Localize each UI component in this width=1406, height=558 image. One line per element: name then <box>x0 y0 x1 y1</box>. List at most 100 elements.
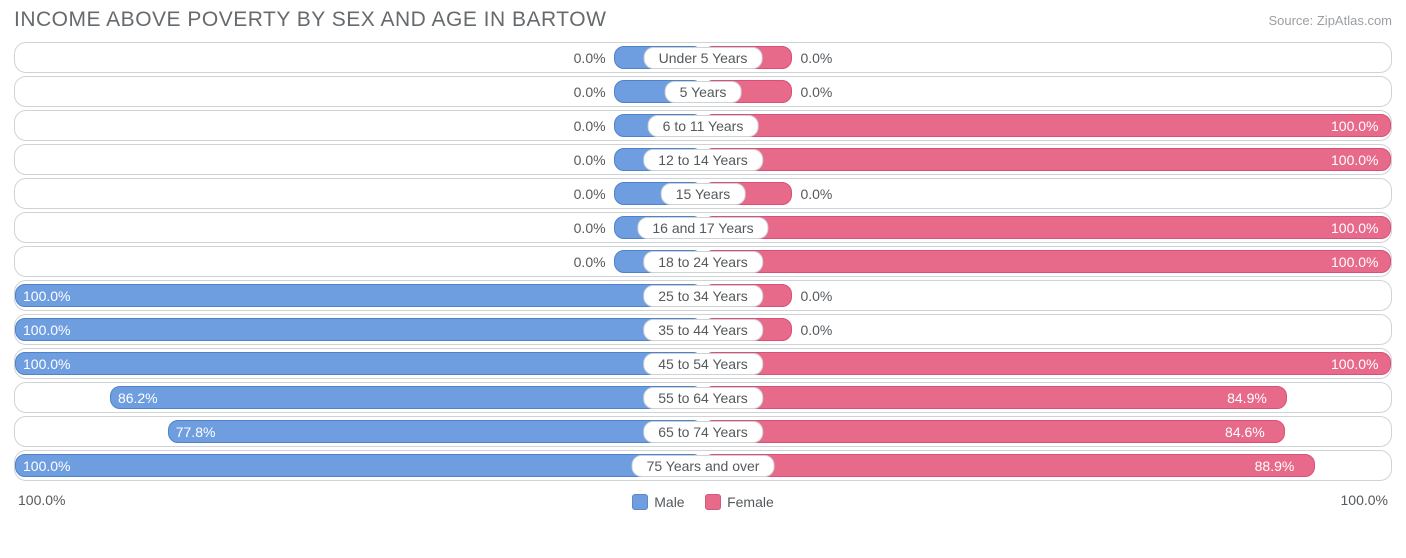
male-half: 100.0% <box>15 281 703 310</box>
male-half: 0.0% <box>15 111 703 140</box>
chart-row: 0.0% 0.0% Under 5 Years <box>14 42 1392 73</box>
category-label: 35 to 44 Years <box>643 319 763 341</box>
male-value-label: 100.0% <box>15 288 70 304</box>
category-label: 25 to 34 Years <box>643 285 763 307</box>
chart-row: 0.0%0.0%15 Years <box>14 178 1392 209</box>
category-label: 55 to 64 Years <box>643 387 763 409</box>
female-half: 0.0% <box>703 179 1391 208</box>
female-bar <box>703 148 1391 171</box>
legend-label-female: Female <box>727 494 774 510</box>
category-label: 65 to 74 Years <box>643 421 763 443</box>
chart-source: Source: ZipAtlas.com <box>1268 13 1392 28</box>
chart-row: 100.0% 0.0% 25 to 34 Years <box>14 280 1392 311</box>
male-value-label: 0.0% <box>574 118 614 134</box>
chart-header: INCOME ABOVE POVERTY BY SEX AND AGE IN B… <box>0 0 1406 42</box>
category-label: 45 to 54 Years <box>643 353 763 375</box>
female-bar <box>703 216 1391 239</box>
male-bar <box>15 454 703 477</box>
category-label: 6 to 11 Years <box>648 115 759 137</box>
male-half: 0.0% <box>15 179 703 208</box>
male-bar <box>168 420 703 443</box>
female-half: 100.0% <box>703 111 1391 140</box>
category-label: 5 Years <box>665 81 742 103</box>
male-value-label: 0.0% <box>574 186 614 202</box>
male-half: 100.0% <box>15 349 703 378</box>
male-half: 86.2% <box>15 383 703 412</box>
diverging-bar-chart: 0.0%0.0%Under 5 Years0.0%0.0%5 Years0.0%… <box>0 42 1406 481</box>
male-half: 0.0% <box>15 77 703 106</box>
male-half: 100.0% <box>15 451 703 480</box>
male-half: 77.8% <box>15 417 703 446</box>
female-bar <box>703 114 1391 137</box>
axis-label-right: 100.0% <box>1341 492 1388 508</box>
legend-swatch-female <box>705 494 721 510</box>
legend: Male Female <box>18 488 1388 515</box>
axis-label-left: 100.0% <box>18 492 65 508</box>
category-label: Under 5 Years <box>644 47 763 69</box>
female-bar <box>703 386 1287 409</box>
chart-row: 0.0% 100.0% 6 to 11 Years <box>14 110 1392 141</box>
female-value-label: 88.9% <box>1255 458 1303 474</box>
female-value-label: 0.0% <box>792 288 832 304</box>
male-value-label: 0.0% <box>574 254 614 270</box>
female-half: 100.0% <box>703 213 1391 242</box>
female-value-label: 84.9% <box>1227 390 1275 406</box>
male-half: 0.0% <box>15 145 703 174</box>
chart-row: 86.2% 84.9% 55 to 64 Years <box>14 382 1392 413</box>
male-value-label: 0.0% <box>574 220 614 236</box>
chart-title: INCOME ABOVE POVERTY BY SEX AND AGE IN B… <box>14 8 606 32</box>
chart-row: 100.0% 0.0% 35 to 44 Years <box>14 314 1392 345</box>
female-half: 100.0% <box>703 247 1391 276</box>
category-label: 18 to 24 Years <box>643 251 763 273</box>
female-value-label: 100.0% <box>1331 118 1386 134</box>
female-half: 84.6% <box>703 417 1391 446</box>
legend-item-female: Female <box>705 494 774 510</box>
category-label: 16 and 17 Years <box>637 217 768 239</box>
female-half: 0.0% <box>703 315 1391 344</box>
male-value-label: 100.0% <box>15 458 70 474</box>
female-bar <box>703 454 1315 477</box>
male-bar <box>110 386 703 409</box>
legend-swatch-male <box>632 494 648 510</box>
male-half: 0.0% <box>15 43 703 72</box>
chart-row: 100.0% 100.0% 45 to 54 Years <box>14 348 1392 379</box>
female-value-label: 100.0% <box>1331 254 1386 270</box>
female-half: 88.9% <box>703 451 1391 480</box>
male-value-label: 100.0% <box>15 322 70 338</box>
male-half: 0.0% <box>15 247 703 276</box>
legend-item-male: Male <box>632 494 684 510</box>
female-bar <box>703 420 1285 443</box>
legend-label-male: Male <box>654 494 684 510</box>
female-value-label: 0.0% <box>792 322 832 338</box>
female-value-label: 0.0% <box>792 84 832 100</box>
male-value-label: 0.0% <box>574 84 614 100</box>
female-bar <box>703 250 1391 273</box>
female-value-label: 84.6% <box>1225 424 1273 440</box>
male-value-label: 0.0% <box>574 50 614 66</box>
female-half: 0.0% <box>703 77 1391 106</box>
chart-row: 0.0% 100.0% 18 to 24 Years <box>14 246 1392 277</box>
chart-row: 0.0% 100.0% 12 to 14 Years <box>14 144 1392 175</box>
chart-row: 77.8% 84.6% 65 to 74 Years <box>14 416 1392 447</box>
male-value-label: 77.8% <box>168 424 216 440</box>
chart-row: 0.0% 0.0% 5 Years <box>14 76 1392 107</box>
chart-row: 0.0% 100.0% 16 and 17 Years <box>14 212 1392 243</box>
male-bar <box>15 284 703 307</box>
female-value-label: 100.0% <box>1331 220 1386 236</box>
male-value-label: 86.2% <box>110 390 158 406</box>
female-half: 84.9% <box>703 383 1391 412</box>
female-half: 0.0% <box>703 43 1391 72</box>
female-value-label: 0.0% <box>792 186 832 202</box>
female-bar <box>703 352 1391 375</box>
male-bar <box>15 318 703 341</box>
female-half: 100.0% <box>703 349 1391 378</box>
category-label: 12 to 14 Years <box>643 149 763 171</box>
male-bar <box>15 352 703 375</box>
female-value-label: 100.0% <box>1331 152 1386 168</box>
chart-row: 100.0% 88.9% 75 Years and over <box>14 450 1392 481</box>
female-value-label: 100.0% <box>1331 356 1386 372</box>
category-label: 75 Years and over <box>632 455 775 477</box>
female-half: 0.0% <box>703 281 1391 310</box>
male-value-label: 100.0% <box>15 356 70 372</box>
female-value-label: 0.0% <box>792 50 832 66</box>
